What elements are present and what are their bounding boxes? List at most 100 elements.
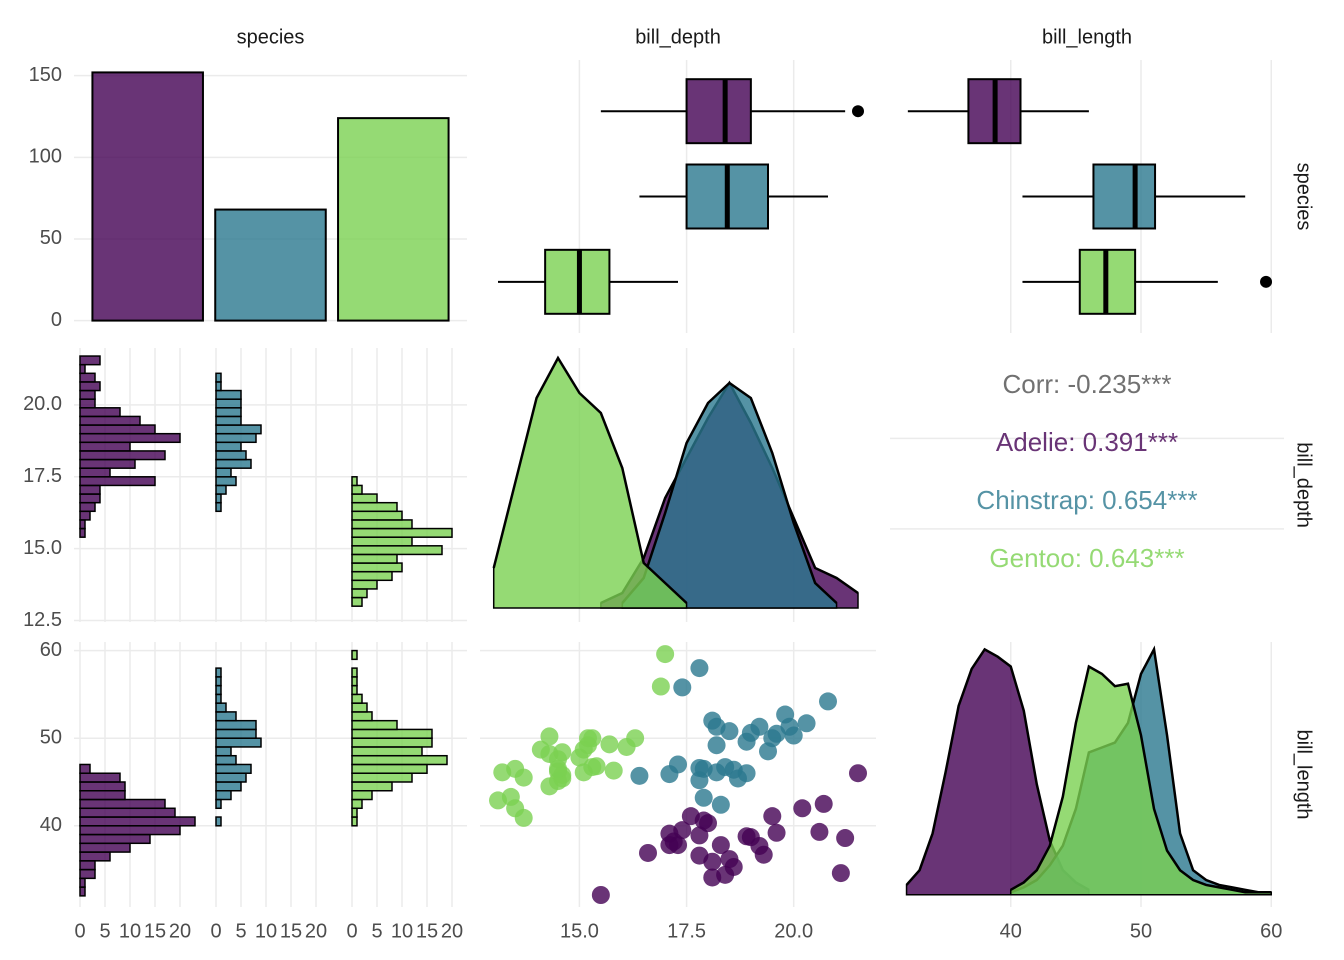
point — [574, 763, 593, 782]
y-tick-label: 50 — [40, 726, 62, 748]
y-tick-label: 17.5 — [23, 465, 62, 487]
point — [831, 864, 850, 883]
point — [583, 729, 602, 748]
x-tick-label: 20 — [305, 920, 327, 942]
histogram-bar — [351, 545, 443, 556]
point — [750, 836, 769, 855]
histogram-bar — [79, 868, 96, 880]
histogram-bar — [79, 763, 91, 774]
x-tick-label: 10 — [391, 920, 413, 942]
point — [489, 791, 507, 810]
point — [836, 829, 855, 848]
histogram-bar — [79, 372, 96, 383]
density-line — [621, 381, 838, 604]
point — [549, 759, 567, 778]
histogram-bar — [79, 389, 96, 400]
point — [673, 678, 692, 697]
histogram-bar — [79, 467, 111, 478]
histogram-bar — [215, 476, 237, 487]
bar — [91, 71, 204, 322]
histogram-bar — [215, 781, 242, 792]
histogram-bar — [351, 527, 453, 538]
histogram-bar — [351, 596, 363, 607]
point — [514, 768, 533, 787]
column-strip-label: species — [237, 26, 305, 48]
outlier — [1260, 275, 1273, 288]
histogram-bar — [215, 763, 252, 774]
correlation-text: Corr: -0.235*** — [1002, 369, 1171, 399]
point — [711, 836, 730, 855]
histogram-bar — [351, 728, 433, 739]
x-tick-label: 15 — [144, 920, 166, 942]
histogram-bar — [351, 711, 373, 722]
histogram-bar — [215, 424, 262, 435]
point — [849, 764, 867, 783]
correlation-text: Adelie: 0.391*** — [996, 427, 1178, 457]
point — [591, 885, 610, 904]
histogram-bar — [79, 842, 131, 853]
x-tick-label: 20.0 — [774, 920, 813, 942]
histogram-bar — [215, 432, 257, 444]
histogram-bar — [351, 763, 428, 774]
point — [767, 823, 786, 842]
histogram-bar — [351, 493, 378, 504]
histogram-bar — [351, 649, 358, 661]
point — [604, 761, 623, 780]
histogram-bar — [79, 825, 181, 836]
x-tick-label: 15.0 — [560, 920, 599, 942]
column-strip-label: bill_depth — [635, 26, 721, 48]
histogram-bar — [215, 728, 257, 739]
x-tick-label: 15 — [280, 920, 302, 942]
point — [763, 807, 782, 826]
histogram-bar — [79, 363, 86, 375]
histogram-bar — [351, 693, 363, 704]
histogram-bar — [215, 372, 222, 383]
point — [784, 726, 803, 745]
histogram-bar — [79, 790, 126, 801]
point — [656, 645, 675, 664]
histogram-bar — [79, 484, 101, 495]
x-tick-label: 60 — [1260, 920, 1282, 942]
histogram-bar — [215, 790, 232, 801]
histogram-bar — [79, 458, 136, 469]
correlation-text: Chinstrap: 0.654*** — [976, 485, 1197, 515]
histogram-bar — [351, 510, 403, 521]
point — [810, 822, 829, 841]
row-strip-label: bill_depth — [1293, 442, 1315, 528]
histogram-bar — [215, 415, 242, 426]
histogram-bar — [351, 684, 358, 696]
point — [600, 735, 619, 754]
point — [690, 659, 709, 678]
histogram-bar — [215, 754, 237, 766]
histogram-bar — [351, 667, 358, 678]
histogram-bar — [215, 389, 242, 400]
point — [814, 794, 833, 813]
x-tick-label: 0 — [74, 920, 85, 942]
y-tick-label: 12.5 — [23, 609, 62, 631]
histogram-bar — [351, 579, 378, 590]
histogram-bar — [79, 851, 111, 862]
x-tick-label: 0 — [210, 920, 221, 942]
histogram-bar — [79, 355, 101, 366]
histogram-bar — [215, 381, 222, 392]
histogram-bar — [351, 719, 398, 731]
histogram-bar — [79, 816, 196, 827]
correlation-text: Gentoo: 0.643*** — [989, 543, 1184, 573]
histogram-bar — [215, 711, 237, 722]
histogram-bar — [215, 772, 247, 783]
point — [664, 832, 683, 851]
y-tick-label: 50 — [40, 227, 62, 249]
histogram-bar — [351, 676, 358, 687]
point — [630, 766, 649, 785]
density-line — [492, 355, 688, 604]
point — [759, 742, 777, 761]
histogram-bar — [215, 702, 227, 713]
histogram-bar — [79, 781, 126, 792]
x-tick-label: 5 — [371, 920, 382, 942]
histogram-bar — [351, 519, 413, 530]
point — [819, 692, 837, 711]
histogram-bar — [215, 719, 257, 731]
histogram-bar — [351, 588, 368, 599]
